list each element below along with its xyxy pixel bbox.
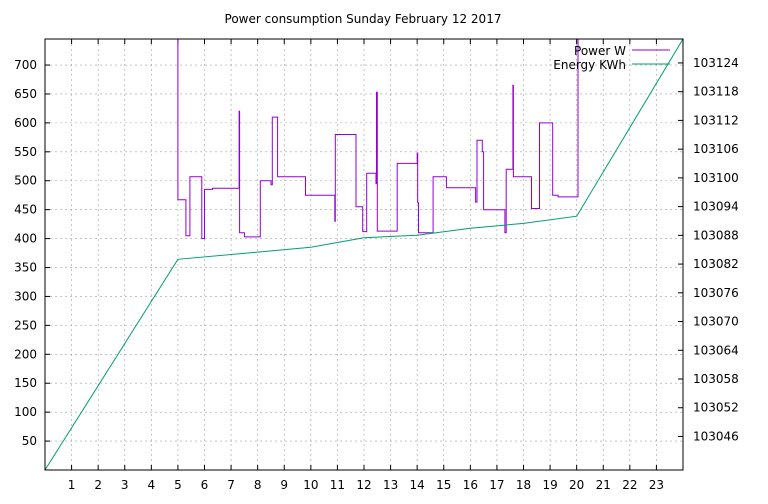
energy-series-line [44,38,684,471]
y-right-tick-label: 103118 [693,85,739,99]
x-tick-label: 6 [201,478,209,492]
x-tick-label: 5 [174,478,182,492]
x-tick-label: 7 [227,478,235,492]
y-left-tick-label: 600 [14,116,37,130]
x-tick-label: 9 [280,478,288,492]
legend: Power W Energy KWh [553,44,670,72]
y-right-tick-label: 103094 [693,200,739,214]
power-series-line [177,39,579,240]
y-left-tick-label: 400 [14,232,37,246]
y-right-tick-label: 103076 [693,286,739,300]
chart-title: Power consumption Sunday February 12 201… [225,12,502,26]
x-tick-label: 3 [121,478,129,492]
x-tick-label: 2 [94,478,102,492]
x-tick-label: 17 [489,478,504,492]
legend-label-energy: Energy KWh [553,58,626,72]
y-right-tick-label: 103070 [693,315,739,329]
series-lines [44,38,684,471]
x-tick-label: 18 [516,478,531,492]
y-right-tick-label: 103058 [693,372,739,386]
y-right-tick-label: 103082 [693,257,739,271]
y-left-tick-label: 450 [14,203,37,217]
x-tick-label: 21 [596,478,611,492]
y-left-tick-label: 250 [14,318,37,332]
y-left-tick-label: 700 [14,58,37,72]
x-tick-label: 14 [410,478,425,492]
axis-ticks: 1 2 3 4 5 6 7 8 9 10 11 12 13 14 15 16 17 18 19 20 21 22 23501… [14,39,739,492]
y-right-tick-label: 103088 [693,228,739,242]
y-left-tick-label: 550 [14,145,37,159]
y-right-tick-label: 103124 [693,56,739,70]
y-left-tick-label: 200 [14,347,37,361]
y-left-tick-label: 300 [14,289,37,303]
x-tick-label: 12 [356,478,371,492]
y-right-tick-label: 103064 [693,343,739,357]
x-tick-label: 1 [68,478,76,492]
x-tick-label: 13 [383,478,398,492]
plot-frame [44,38,684,471]
x-tick-label: 4 [148,478,156,492]
x-tick-label: 20 [569,478,584,492]
y-left-tick-label: 650 [14,87,37,101]
y-left-tick-label: 150 [14,376,37,390]
grid-lines [45,39,683,470]
x-tick-label: 11 [330,478,345,492]
x-tick-label: 10 [303,478,318,492]
y-left-tick-label: 100 [14,405,37,419]
x-tick-label: 16 [463,478,478,492]
y-right-tick-label: 103052 [693,401,739,415]
y-left-tick-label: 350 [14,261,37,275]
x-tick-label: 8 [254,478,262,492]
y-right-tick-label: 103100 [693,171,739,185]
x-tick-label: 19 [542,478,557,492]
y-right-tick-label: 103106 [693,142,739,156]
x-tick-label: 15 [436,478,451,492]
y-right-tick-label: 103046 [693,429,739,443]
y-left-tick-label: 50 [22,434,37,448]
y-left-tick-label: 500 [14,174,37,188]
legend-label-power: Power W [574,44,626,58]
y-right-tick-label: 103112 [693,113,739,127]
x-tick-label: 22 [622,478,637,492]
x-tick-label: 23 [649,478,664,492]
